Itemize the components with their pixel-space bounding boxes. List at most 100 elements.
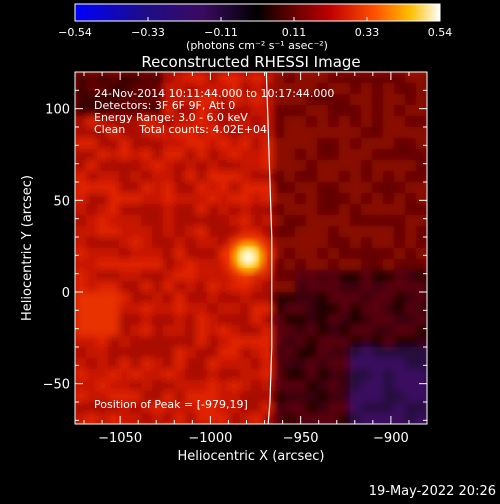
heatmap-cell: [218, 116, 230, 128]
heatmap-cell: [207, 204, 219, 216]
heatmap-cell: [416, 237, 427, 249]
heatmap-cell: [196, 292, 208, 304]
heatmap-cell: [416, 314, 427, 326]
heatmap-cell: [75, 171, 87, 183]
heatmap-cell: [251, 138, 263, 150]
heatmap-cell: [350, 281, 362, 293]
heatmap-cell: [152, 413, 164, 424]
heatmap-cell: [416, 380, 427, 392]
heatmap-cell: [383, 413, 395, 424]
heatmap-cell: [306, 325, 318, 337]
heatmap-cell: [185, 270, 197, 282]
heatmap-cell: [372, 314, 384, 326]
heatmap-cell: [383, 325, 395, 337]
plot-frame: [74, 71, 428, 425]
heatmap-cell: [174, 347, 186, 359]
heatmap-cell: [328, 237, 340, 249]
heatmap-cell: [328, 336, 340, 348]
heatmap-cell: [75, 182, 87, 194]
heatmap-cell: [196, 193, 208, 205]
heatmap-cell: [251, 325, 263, 337]
heatmap-cell: [262, 72, 274, 84]
heatmap-cell: [207, 248, 219, 260]
heatmap-cell: [75, 413, 87, 424]
heatmap-cell: [196, 336, 208, 348]
heatmap-cell: [174, 149, 186, 161]
heatmap-cell: [240, 402, 252, 414]
heatmap-cell: [130, 171, 142, 183]
heatmap-cell: [295, 248, 307, 260]
heatmap-cell: [207, 94, 219, 106]
heatmap-cell: [185, 171, 197, 183]
heatmap-cell: [119, 83, 131, 95]
heatmap-cell: [174, 193, 186, 205]
heatmap-cell: [108, 402, 120, 414]
heatmap-cell: [416, 138, 427, 150]
heatmap-cell: [372, 193, 384, 205]
heatmap-cell: [262, 160, 274, 172]
heatmap-cell: [361, 336, 373, 348]
heatmap-cell: [196, 325, 208, 337]
heatmap-cell: [196, 259, 208, 271]
heatmap-cell: [141, 402, 153, 414]
heatmap-cell: [152, 83, 164, 95]
heatmap-cell: [284, 182, 296, 194]
heatmap-cell: [218, 391, 230, 403]
heatmap-cell: [306, 215, 318, 227]
heatmap-cell: [152, 358, 164, 370]
heatmap-cell: [361, 281, 373, 293]
heatmap-cell: [284, 83, 296, 95]
heatmap-cell: [295, 160, 307, 172]
heatmap-cell: [97, 314, 109, 326]
colorbar-tick-label: −0.11: [204, 26, 238, 39]
heatmap-cell: [185, 402, 197, 414]
heatmap-cell: [163, 424, 175, 436]
heatmap-cell: [328, 72, 340, 84]
heatmap-cell: [75, 380, 87, 392]
heatmap-cell: [284, 116, 296, 128]
heatmap-cell: [229, 171, 241, 183]
heatmap-cell: [328, 182, 340, 194]
heatmap-cell: [361, 259, 373, 271]
heatmap-cell: [207, 83, 219, 95]
heatmap-cell: [108, 270, 120, 282]
heatmap-cell: [207, 138, 219, 150]
heatmap-cell: [251, 204, 263, 216]
heatmap-cell: [394, 402, 406, 414]
heatmap-cell: [317, 160, 329, 172]
heatmap-cell: [229, 72, 241, 84]
heatmap-cell: [306, 281, 318, 293]
heatmap-cell: [97, 292, 109, 304]
heatmap-cell: [295, 270, 307, 282]
heatmap-cell: [141, 182, 153, 194]
heatmap-cell: [273, 358, 285, 370]
heatmap-cell: [273, 226, 285, 238]
heatmap-cell: [416, 325, 427, 337]
heatmap-cell: [196, 127, 208, 139]
heatmap-cell: [108, 171, 120, 183]
heatmap-cell: [328, 193, 340, 205]
heatmap-cell: [273, 94, 285, 106]
heatmap-cell: [372, 402, 384, 414]
heatmap-cell: [163, 116, 175, 128]
heatmap-cell: [141, 369, 153, 381]
heatmap-cell: [163, 391, 175, 403]
heatmap-cell: [427, 391, 439, 403]
heatmap-cell: [229, 94, 241, 106]
heatmap-cell: [86, 325, 98, 337]
heatmap-cell: [119, 325, 131, 337]
heatmap-cell: [108, 248, 120, 260]
heatmap-cell: [108, 358, 120, 370]
heatmap-cell: [119, 314, 131, 326]
heatmap-cell: [284, 215, 296, 227]
heatmap-cell: [350, 72, 362, 84]
heatmap-cell: [108, 325, 120, 337]
heatmap-cell: [306, 116, 318, 128]
heatmap-cell: [251, 303, 263, 315]
heatmap-cell: [185, 369, 197, 381]
heatmap-cell: [350, 391, 362, 403]
heatmap-cell: [119, 204, 131, 216]
heatmap-cell: [207, 259, 219, 271]
heatmap-cell: [273, 149, 285, 161]
heatmap-cell: [130, 292, 142, 304]
